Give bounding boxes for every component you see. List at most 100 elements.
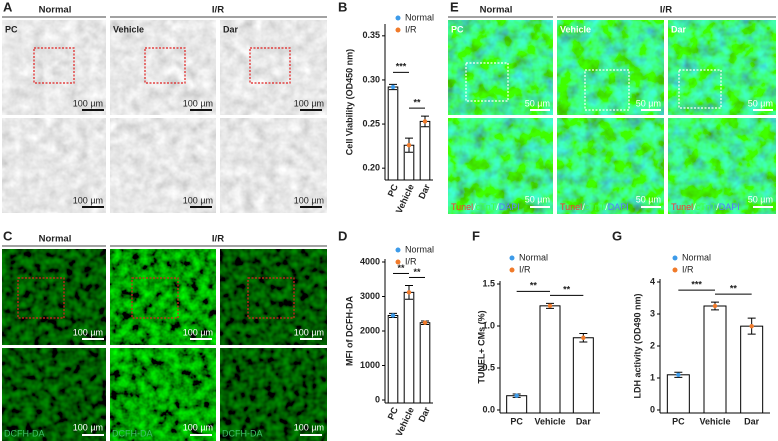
y-tick-label: 0 [375, 394, 380, 404]
stain-label: DCFH-DA [222, 428, 263, 438]
zoom-box [33, 47, 75, 84]
x-tick-label: Dar [417, 405, 433, 423]
panel-letter: D [338, 228, 347, 243]
y-tick-label: 0 [650, 404, 655, 414]
column-label: Dar [671, 24, 687, 34]
images-a [2, 20, 327, 213]
y-tick-label: 4 [650, 276, 655, 286]
panel-letter: E [450, 0, 459, 14]
mean-dot [581, 335, 586, 340]
y-tick-label: 2000 [360, 325, 380, 335]
mean-dot [406, 290, 412, 295]
legend-marker [672, 267, 678, 273]
y-tick-label: 1.0 [482, 320, 495, 330]
x-tick-label: Vehicle [534, 416, 565, 426]
mean-dot [422, 119, 428, 124]
bar [387, 314, 399, 404]
scale-label: 50 µm [748, 98, 773, 108]
x-tick-label: PC [386, 182, 401, 198]
bar [419, 120, 431, 181]
zoom-box [17, 277, 65, 319]
x-tick-label: PC [510, 416, 523, 426]
mean-dot [390, 313, 396, 318]
mean-dot [749, 323, 754, 329]
group-header: I/R [212, 5, 224, 16]
significance-label: ** [530, 281, 538, 291]
micrograph [220, 348, 327, 441]
mean-dot [547, 303, 553, 309]
scale-label: 100 µm [73, 327, 103, 337]
scale-label: 100 µm [294, 195, 324, 205]
micrograph [2, 348, 106, 441]
micrograph [220, 118, 327, 213]
significance-label: *** [691, 280, 702, 290]
column-label: Vehicle [113, 24, 144, 34]
zoom-box [247, 277, 295, 319]
y-tick-label: 1000 [360, 360, 380, 370]
micrograph [448, 118, 553, 214]
zoom-box [584, 69, 630, 111]
y-tick-label: 0.5 [482, 362, 495, 372]
legend-label: Normal [405, 244, 434, 254]
scale-label: 100 µm [294, 327, 324, 337]
y-tick-label: 1 [650, 372, 655, 382]
zoom-box [131, 277, 179, 319]
scale-label: 50 µm [636, 98, 661, 108]
x-tick-label: Dar [744, 416, 760, 426]
significance-label: ** [413, 97, 421, 107]
y-tick-label: 0.35 [362, 30, 380, 40]
legend-marker [395, 259, 401, 265]
images-c [2, 249, 327, 441]
micrograph [220, 20, 327, 115]
y-tick-label: 0.20 [362, 163, 380, 173]
mean-dot [676, 372, 681, 377]
micrograph [110, 118, 216, 213]
scale-label: 100 µm [183, 327, 213, 337]
group-header: I/R [660, 5, 672, 16]
scale-label: 100 µm [183, 98, 213, 108]
legend-marker [509, 255, 515, 261]
mean-dot [406, 143, 412, 148]
x-tick-label: Dar [417, 182, 433, 200]
group-header: Normal [480, 5, 513, 16]
micrograph [557, 118, 664, 214]
x-tick-label: PC [386, 405, 401, 421]
y-tick-label: 3 [650, 308, 655, 318]
y-tick-label: 2 [650, 340, 655, 350]
bar [419, 322, 431, 404]
group-header: Normal [39, 5, 72, 16]
scale-bars-a: 100 µm 100 µm 100 µm 100 µm 100 µm 100 µ… [73, 98, 324, 208]
panel-letter: G [612, 228, 622, 243]
bar [572, 337, 594, 414]
micrograph [668, 20, 776, 115]
legend-marker [395, 247, 401, 253]
scale-bar [530, 109, 773, 208]
significance-label: ** [563, 285, 571, 295]
micrograph [2, 249, 106, 345]
column-label: Vehicle [560, 24, 591, 34]
bar [387, 86, 399, 181]
group-header: Normal [39, 234, 72, 245]
y-axis-label: LDH activity (OD490 nm) [632, 293, 642, 398]
column-label: PC [451, 24, 464, 34]
mean-dot [390, 84, 396, 90]
panel-letter: B [338, 0, 347, 14]
panel-letter: A [3, 0, 13, 14]
panel-letter: F [472, 228, 480, 243]
y-tick-label: 3000 [360, 291, 380, 301]
scale-label: 100 µm [73, 195, 103, 205]
bar [539, 305, 561, 414]
bar [506, 395, 528, 414]
y-axis-label: MFI of DCFH-DA [344, 296, 354, 366]
scale-label: 100 µm [183, 422, 213, 432]
stain-label: DCFH-DA [112, 428, 153, 438]
stain-label: Tunel/cTnT/DAPI [560, 202, 629, 212]
significance-label: ** [397, 263, 405, 273]
mean-dot [422, 320, 428, 325]
zoom-box [144, 47, 186, 84]
legend-marker [395, 15, 401, 21]
x-tick-label: Vehicle [699, 416, 730, 426]
zoom-box [678, 69, 722, 109]
micrograph [110, 20, 216, 115]
